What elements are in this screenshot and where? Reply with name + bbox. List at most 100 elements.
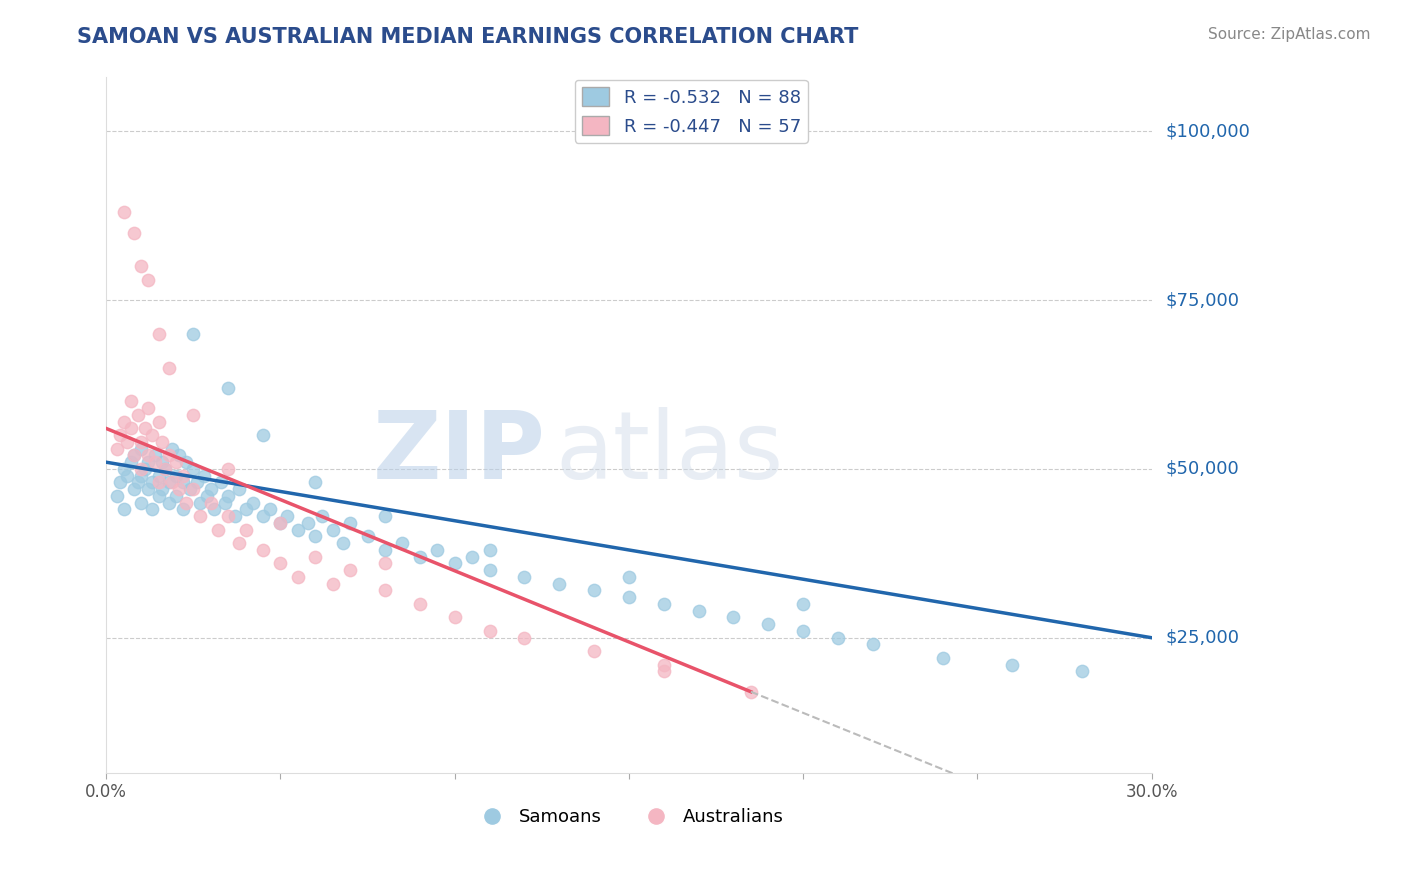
Point — [122, 482, 145, 496]
Point — [183, 462, 205, 476]
Point — [188, 509, 211, 524]
Point — [188, 496, 211, 510]
Point — [339, 516, 361, 530]
Point — [120, 455, 142, 469]
Point — [172, 475, 194, 490]
Point — [136, 455, 159, 469]
Point — [169, 482, 191, 496]
Point — [115, 468, 138, 483]
Point — [186, 475, 208, 490]
Legend: Samoans, Australians: Samoans, Australians — [467, 801, 792, 833]
Point — [127, 408, 149, 422]
Point — [217, 381, 239, 395]
Point — [252, 543, 274, 558]
Point — [617, 591, 640, 605]
Text: atlas: atlas — [555, 407, 785, 499]
Point — [443, 557, 465, 571]
Point — [200, 496, 222, 510]
Point — [112, 502, 135, 516]
Point — [162, 442, 184, 456]
Point — [297, 516, 319, 530]
Point — [105, 442, 128, 456]
Point — [332, 536, 354, 550]
Point — [172, 468, 194, 483]
Point — [276, 509, 298, 524]
Point — [374, 543, 396, 558]
Point — [172, 502, 194, 516]
Point — [652, 597, 675, 611]
Point — [374, 509, 396, 524]
Point — [162, 475, 184, 490]
Point — [148, 468, 170, 483]
Point — [409, 549, 432, 564]
Point — [122, 226, 145, 240]
Point — [235, 502, 257, 516]
Point — [120, 421, 142, 435]
Point — [583, 583, 606, 598]
Point — [157, 496, 180, 510]
Point — [108, 428, 131, 442]
Point — [108, 475, 131, 490]
Point — [143, 455, 166, 469]
Point — [269, 516, 291, 530]
Point — [374, 583, 396, 598]
Point — [235, 523, 257, 537]
Point — [183, 408, 205, 422]
Point — [652, 665, 675, 679]
Text: $75,000: $75,000 — [1166, 291, 1240, 310]
Point — [723, 610, 745, 624]
Point — [183, 326, 205, 341]
Point — [150, 482, 173, 496]
Point — [287, 523, 309, 537]
Point — [207, 523, 229, 537]
Point — [148, 489, 170, 503]
Point — [195, 489, 218, 503]
Point — [426, 543, 449, 558]
Point — [150, 434, 173, 449]
Point — [217, 509, 239, 524]
Point — [217, 462, 239, 476]
Point — [157, 360, 180, 375]
Point — [155, 462, 177, 476]
Point — [150, 455, 173, 469]
Point — [165, 489, 187, 503]
Point — [129, 496, 152, 510]
Point — [214, 496, 236, 510]
Point — [136, 482, 159, 496]
Point — [165, 455, 187, 469]
Point — [148, 475, 170, 490]
Point — [1001, 657, 1024, 672]
Point — [148, 326, 170, 341]
Text: ZIP: ZIP — [373, 407, 546, 499]
Point — [269, 557, 291, 571]
Point — [311, 509, 333, 524]
Point — [129, 462, 152, 476]
Point — [112, 462, 135, 476]
Point — [228, 536, 250, 550]
Text: $50,000: $50,000 — [1166, 460, 1239, 478]
Point — [409, 597, 432, 611]
Point — [129, 260, 152, 274]
Point — [304, 549, 326, 564]
Point — [134, 421, 156, 435]
Point — [136, 401, 159, 416]
Point — [134, 462, 156, 476]
Point — [322, 523, 344, 537]
Point — [129, 468, 152, 483]
Point — [141, 475, 163, 490]
Point — [1071, 665, 1094, 679]
Point — [740, 684, 762, 698]
Point — [193, 468, 215, 483]
Text: Source: ZipAtlas.com: Source: ZipAtlas.com — [1208, 27, 1371, 42]
Point — [827, 631, 849, 645]
Point — [129, 434, 152, 449]
Point — [792, 597, 814, 611]
Point — [339, 563, 361, 577]
Point — [136, 273, 159, 287]
Point — [148, 415, 170, 429]
Point — [252, 509, 274, 524]
Point — [120, 394, 142, 409]
Point — [136, 449, 159, 463]
Point — [179, 482, 201, 496]
Point — [176, 455, 198, 469]
